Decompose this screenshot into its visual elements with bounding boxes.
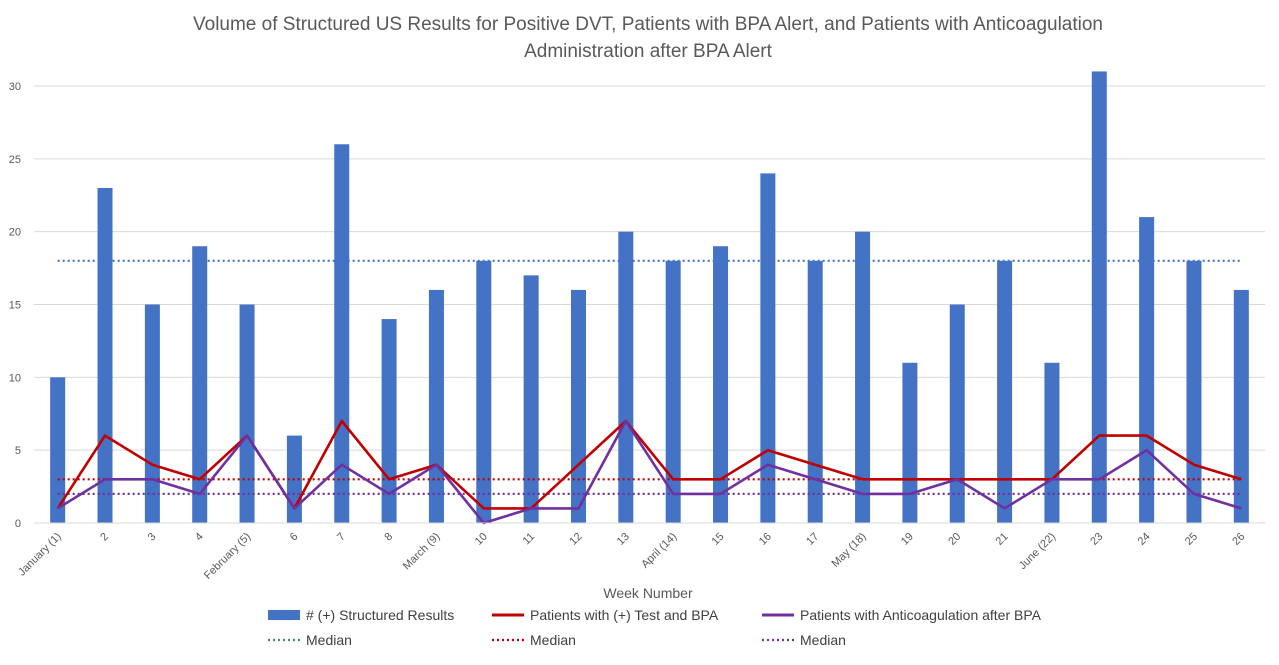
bar-series bbox=[50, 71, 1249, 523]
legend-swatch bbox=[268, 610, 300, 620]
bar bbox=[523, 275, 539, 523]
bar bbox=[1186, 260, 1202, 523]
x-tick-label: 10 bbox=[473, 531, 490, 548]
x-tick-label: 16 bbox=[757, 531, 774, 548]
x-tick-label: 19 bbox=[899, 531, 916, 548]
bar bbox=[713, 246, 729, 523]
series-line bbox=[56, 419, 1242, 510]
legend-label: Median bbox=[800, 632, 846, 648]
y-tick-label: 20 bbox=[9, 227, 21, 239]
x-tick-label: 11 bbox=[521, 531, 538, 548]
y-tick-label: 0 bbox=[15, 518, 21, 530]
bar bbox=[760, 173, 776, 523]
series-line bbox=[57, 419, 1242, 525]
y-tick-label: 15 bbox=[9, 300, 21, 312]
x-tick-label: January (1) bbox=[16, 531, 64, 579]
bar bbox=[997, 260, 1013, 523]
x-tick-label: 20 bbox=[946, 531, 963, 548]
x-tick-label: 26 bbox=[1230, 531, 1247, 548]
x-tick-label: 12 bbox=[567, 531, 584, 548]
x-tick-label: 6 bbox=[288, 531, 301, 544]
x-tick-label: 3 bbox=[146, 531, 159, 544]
bar bbox=[1233, 289, 1249, 523]
x-tick-label: 15 bbox=[709, 531, 726, 548]
x-tick-label: 4 bbox=[193, 531, 206, 544]
bar bbox=[192, 246, 208, 523]
legend-label: Median bbox=[530, 632, 576, 648]
y-tick-label: 10 bbox=[9, 372, 21, 384]
gridlines bbox=[34, 85, 1265, 451]
bar bbox=[97, 187, 113, 523]
bar bbox=[570, 289, 586, 523]
bar bbox=[902, 362, 918, 523]
x-tick-label: February (5) bbox=[202, 531, 253, 582]
legend-label: Patients with Anticoagulation after BPA bbox=[800, 607, 1042, 623]
x-tick-label: 2 bbox=[98, 531, 111, 544]
y-tick-label: 25 bbox=[9, 154, 21, 166]
bar bbox=[428, 289, 444, 523]
x-tick-label: 24 bbox=[1136, 531, 1153, 548]
bar bbox=[1044, 362, 1060, 523]
bar bbox=[1139, 217, 1155, 523]
legend: # (+) Structured Results Patients with (+… bbox=[268, 607, 1042, 648]
chart-title-line-2: Administration after BPA Alert bbox=[524, 41, 773, 62]
legend-label: Patients with (+) Test and BPA bbox=[530, 607, 719, 623]
x-tick-label: 7 bbox=[335, 531, 348, 544]
x-tick-label: May (18) bbox=[830, 531, 869, 570]
bar bbox=[665, 260, 681, 523]
chart-title-line-1: Volume of Structured US Results for Posi… bbox=[193, 14, 1103, 35]
y-tick-label: 5 bbox=[15, 445, 21, 457]
x-axis-title: Week Number bbox=[603, 585, 693, 601]
x-tick-label: 25 bbox=[1183, 531, 1200, 548]
bar bbox=[1091, 71, 1107, 523]
bar bbox=[144, 304, 160, 523]
bar bbox=[476, 260, 492, 523]
bar bbox=[618, 231, 634, 523]
legend-label: Median bbox=[306, 632, 352, 648]
x-tick-label: 13 bbox=[615, 531, 632, 548]
x-tick-label: June (22) bbox=[1017, 531, 1058, 572]
x-tick-label: 8 bbox=[382, 531, 395, 544]
x-tick-label: March (9) bbox=[401, 531, 443, 573]
y-axis-ticks: 0 5 10 15 20 25 30 bbox=[9, 81, 21, 530]
bar bbox=[807, 260, 823, 523]
bar bbox=[855, 231, 871, 523]
line-series bbox=[56, 419, 1242, 525]
x-tick-label: 23 bbox=[1088, 531, 1105, 548]
bar bbox=[239, 304, 255, 523]
x-tick-label: April (14) bbox=[639, 531, 679, 571]
legend-label: # (+) Structured Results bbox=[306, 607, 454, 623]
bar bbox=[50, 377, 66, 523]
y-tick-label: 30 bbox=[9, 81, 21, 93]
bar bbox=[949, 304, 965, 523]
x-tick-label: 17 bbox=[804, 531, 821, 548]
x-tick-label: 21 bbox=[994, 531, 1011, 548]
bar bbox=[381, 319, 397, 523]
